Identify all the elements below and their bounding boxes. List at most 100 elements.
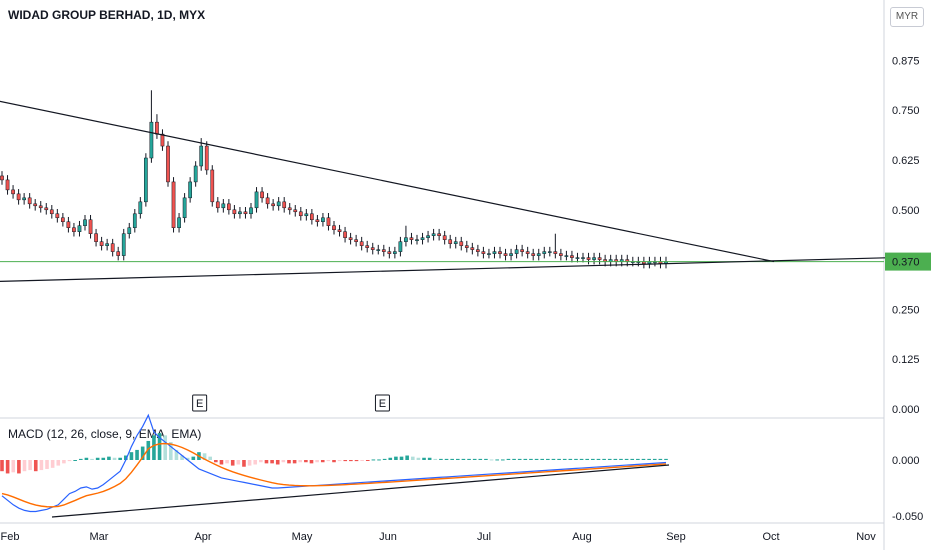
macd-histogram-bar	[613, 458, 618, 460]
macd-histogram-bar	[180, 455, 184, 460]
currency-button[interactable]: MYR	[890, 7, 924, 27]
macd-histogram-bar	[253, 460, 258, 465]
macd-histogram-bar	[22, 460, 27, 472]
macd-histogram-bar	[281, 460, 286, 463]
candle-body	[160, 133, 165, 147]
gridlines	[0, 0, 885, 550]
candle-body	[464, 245, 469, 248]
candle-body	[542, 251, 547, 254]
candle-body	[49, 209, 54, 215]
macd-histogram-bar	[422, 457, 426, 460]
candle-body	[498, 251, 502, 254]
macd-tick-label: -0.050	[892, 511, 923, 523]
macd-histogram-bar	[287, 460, 291, 464]
candle-body	[553, 251, 558, 254]
candlestick-series	[0, 90, 668, 269]
candle-body	[94, 233, 98, 242]
candle-body	[559, 253, 563, 256]
macd-histogram-bar	[84, 457, 89, 460]
time-tick-label: Aug	[572, 531, 592, 543]
macd-histogram-bar	[360, 460, 364, 461]
macd-tick-label: 0.000	[892, 455, 920, 467]
candle-body	[326, 217, 331, 226]
candle-body	[298, 211, 303, 217]
candle-body	[243, 211, 248, 215]
macd-histogram-bar	[365, 460, 370, 461]
macd-histogram-bar	[95, 457, 100, 460]
time-tick-label: May	[292, 531, 313, 543]
macd-histogram-bar	[140, 446, 145, 460]
time-tick-label: Mar	[90, 531, 109, 543]
candle-body	[105, 243, 109, 246]
candle-body	[354, 239, 358, 242]
candle-body	[321, 217, 325, 223]
macd-histogram-bar	[174, 449, 179, 460]
macd-histogram-bar	[450, 458, 454, 460]
candle-body	[11, 189, 15, 195]
macd-histogram-bar	[39, 460, 44, 471]
candle-body	[387, 251, 392, 254]
macd-histogram-bar	[11, 460, 16, 473]
candle-body	[415, 239, 419, 241]
macd-histogram-bar	[67, 460, 72, 462]
price-tick-label: 0.500	[892, 205, 920, 217]
macd-histogram-bar	[467, 458, 471, 460]
macd-histogram-bar	[247, 460, 252, 466]
candle-body	[16, 193, 21, 201]
macd-histogram-bar	[377, 459, 381, 461]
candle-body	[282, 201, 287, 209]
time-tick-label: Oct	[762, 531, 779, 543]
macd-histogram-bar	[619, 458, 623, 460]
candle-body	[77, 225, 82, 232]
macd-histogram-bar	[652, 458, 657, 460]
candle-body	[547, 251, 552, 253]
time-tick-label: Jul	[477, 531, 491, 543]
macd-histogram-bar	[332, 460, 336, 463]
candle-body	[265, 197, 270, 205]
macd-histogram-bar	[579, 458, 584, 460]
macd-histogram-bar	[630, 458, 635, 460]
descending-trendline	[0, 100, 775, 263]
macd-histogram-bar	[529, 458, 533, 460]
macd-trendline	[51, 464, 670, 518]
macd-histogram-bar	[534, 458, 539, 460]
macd-histogram-bar	[647, 458, 651, 460]
macd-histogram-bar	[242, 460, 246, 467]
signal-line	[1, 442, 667, 508]
price-axes[interactable]: 0.875 0.750 0.625 0.500 0.250 0.125 0.000 0.000…	[1, 55, 931, 543]
candle-body	[215, 201, 220, 209]
candle-body	[193, 165, 198, 183]
earnings-marker	[192, 394, 208, 412]
macd-histogram-bar	[433, 458, 438, 460]
macd-histogram-bar	[17, 460, 21, 474]
macd-histogram-bar	[157, 433, 162, 460]
macd-histogram	[0, 433, 668, 474]
macd-histogram-bar	[607, 458, 612, 460]
candle-body	[171, 181, 176, 228]
macd-histogram-bar	[562, 458, 567, 460]
candle-body	[155, 121, 159, 135]
candle-body	[586, 257, 591, 260]
candle-body	[66, 221, 71, 228]
candle-body	[348, 237, 353, 240]
macd-histogram-bar	[585, 458, 590, 460]
trendlines[interactable]	[0, 100, 894, 518]
macd-histogram-bar	[107, 456, 111, 460]
macd-histogram-bar	[214, 460, 218, 463]
macd-histogram-bar	[230, 460, 235, 466]
candle-body	[99, 241, 104, 246]
macd-histogram-bar	[337, 460, 342, 462]
candle-body	[315, 219, 320, 223]
candle-body	[61, 217, 65, 223]
time-tick-label: Feb	[1, 531, 20, 543]
candle-body	[127, 227, 132, 234]
candle-body	[520, 249, 524, 252]
macd-histogram-bar	[90, 458, 94, 460]
macd-histogram-bar	[557, 458, 561, 460]
candle-body	[110, 243, 115, 252]
candle-body	[204, 145, 209, 171]
candle-body	[343, 231, 347, 238]
macd-histogram-bar	[382, 458, 387, 460]
